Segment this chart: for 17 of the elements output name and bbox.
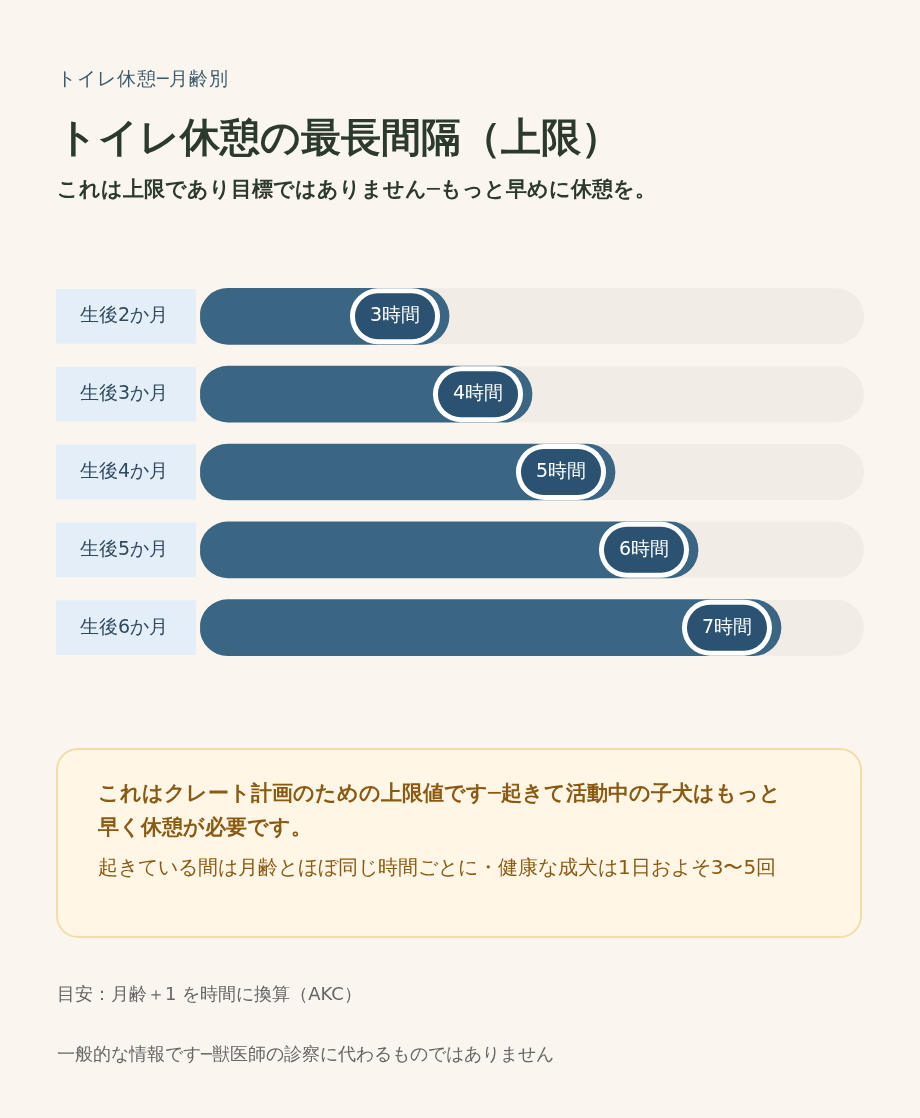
text: 起きている間は月齢とほぼ同じ時間ごとに・健康な成犬は1日およそ3〜5回 [98, 854, 778, 881]
y-tick-label: 生後2か月 [79, 303, 169, 326]
data-label: 6時間 [618, 536, 670, 559]
text: 目安：月齢＋1 を時間に換算（AKC） [57, 982, 362, 1006]
y-tick-label: 生後5か月 [79, 536, 169, 559]
text: トイレ休憩─月齢別 [57, 66, 230, 91]
data-label: 4時間 [452, 381, 504, 404]
data-label: 7時間 [701, 614, 753, 637]
chart-title: トイレ休憩の最長間隔（上限） [57, 113, 621, 162]
text: これはクレート計画のための上限値です─起きて活動中の子犬はもっと早く休憩が必要です。 [98, 780, 782, 841]
data-label: 5時間 [535, 458, 587, 481]
chart-subtitle: これは上限であり目標ではありません─もっと早めに休憩を。 [57, 176, 656, 203]
y-tick-label: 生後3か月 [79, 381, 169, 404]
data-label: 3時間 [369, 303, 421, 326]
y-tick-label: 生後6か月 [79, 614, 169, 637]
y-tick-label: 生後4か月 [79, 458, 169, 481]
text: 一般的な情報です─獣医師の診察に代わるものではありません [57, 1042, 554, 1066]
